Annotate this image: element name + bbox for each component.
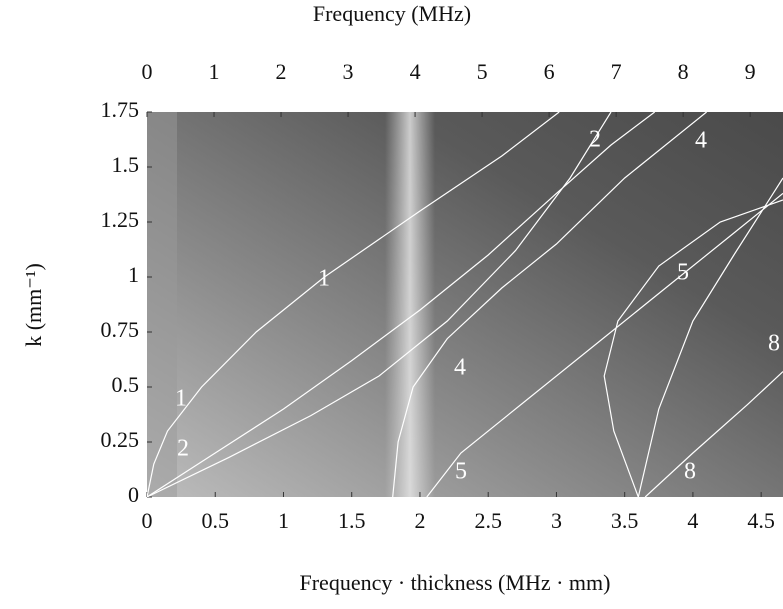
x-tick-label: 4 (687, 508, 698, 533)
x2-tick-label: 5 (477, 59, 488, 84)
x-tick-label: 4.5 (747, 508, 775, 533)
mode-label: 4 (454, 355, 466, 381)
y-tick-label: 0.5 (112, 372, 140, 397)
x-tick-label: 0 (142, 508, 153, 533)
x2-tick-label: 1 (209, 59, 220, 84)
x2-tick-label: 7 (611, 59, 622, 84)
mode-label: 1 (318, 266, 330, 292)
x-tick-label: 2 (414, 508, 425, 533)
x-tick-label: 1.5 (338, 508, 366, 533)
y-tick-label: 0 (128, 482, 139, 507)
y-tick-label: 0.75 (101, 317, 140, 342)
x2-tick-label: 2 (276, 59, 287, 84)
x-axis-title: Frequency · thickness (MHz · mm) (300, 570, 611, 595)
mode-label: 2 (177, 436, 189, 462)
x2-tick-label: 0 (142, 59, 153, 84)
mode-curve (603, 199, 783, 497)
x2-tick-label: 6 (544, 59, 555, 84)
y-tick-label: 1.25 (101, 207, 140, 232)
mode-label: 8 (684, 459, 696, 485)
plot-shade (147, 112, 177, 497)
y-tick-label: 1.5 (112, 152, 140, 177)
x2-tick-label: 4 (410, 59, 421, 84)
y-tick-label: 1 (128, 262, 139, 287)
x-tick-label: 2.5 (474, 508, 502, 533)
mode-curve (147, 112, 560, 497)
mode-label: 2 (589, 127, 601, 153)
x2-tick-label: 3 (343, 59, 354, 84)
mode-curve (644, 371, 783, 497)
x-tick-label: 0.5 (201, 508, 229, 533)
mode-curve (147, 112, 656, 497)
mode-label: 1 (175, 386, 187, 412)
mode-curve (392, 112, 707, 497)
plot-background (147, 112, 783, 497)
x-tick-label: 3.5 (611, 508, 639, 533)
x2-tick-label: 9 (745, 59, 756, 84)
mode-label: 5 (677, 260, 689, 286)
y-tick-label: 1.75 (101, 97, 140, 122)
y-axis-title: k (mm⁻¹) (21, 263, 46, 347)
mode-label: 5 (455, 459, 467, 485)
x-tick-label: 1 (278, 508, 289, 533)
mode-label: 4 (695, 128, 707, 154)
mode-curve (637, 177, 783, 497)
y-tick-label: 0.25 (101, 427, 140, 452)
mode-label: 8 (768, 331, 780, 357)
mode-curve (147, 112, 612, 497)
x2-axis-title: Frequency (MHz) (313, 1, 471, 26)
x2-tick-label: 8 (678, 59, 689, 84)
mode-curve (426, 192, 783, 497)
x-tick-label: 3 (551, 508, 562, 533)
